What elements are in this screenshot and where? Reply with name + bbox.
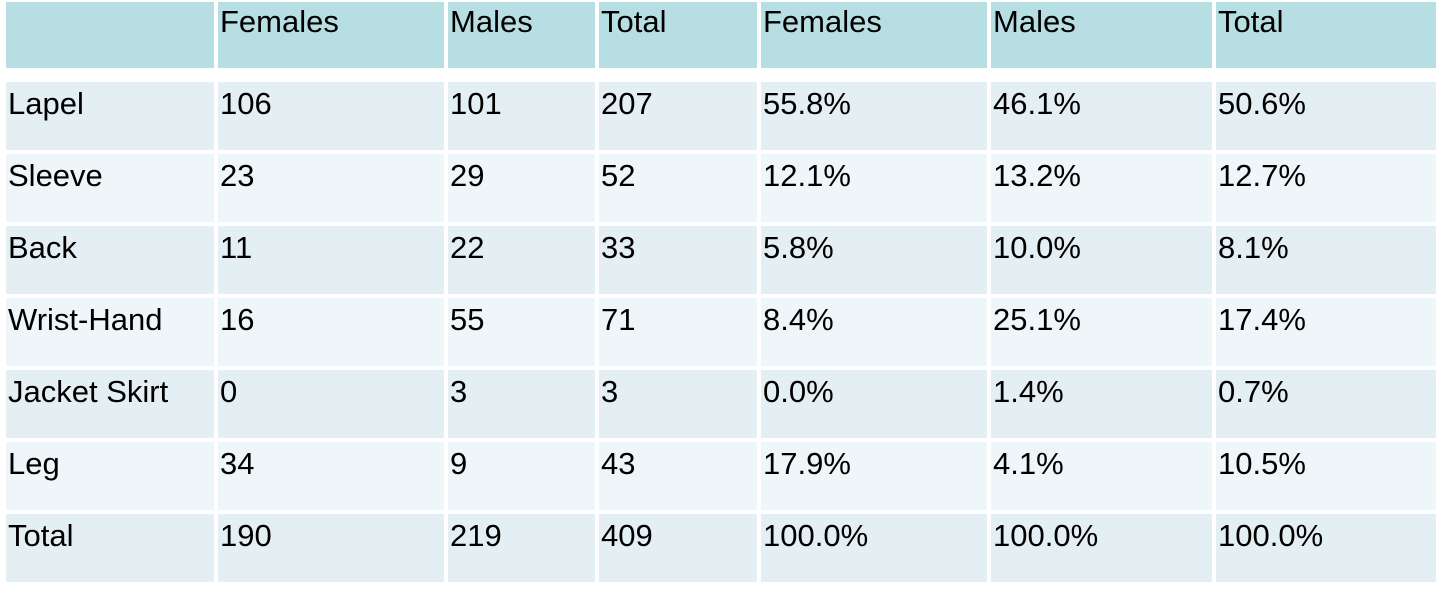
table-cell: 100.0% <box>761 514 987 582</box>
table-row: Back 11 22 33 5.8% 10.0% 8.1% <box>6 226 1436 294</box>
header-row: Females Males Total Females Males Total <box>6 2 1436 68</box>
table-cell: 3 <box>448 370 595 438</box>
header-cell-males-count: Males <box>448 2 595 68</box>
spacer-cell <box>6 72 1436 78</box>
table-cell: 23 <box>218 154 444 222</box>
table-cell: 17.9% <box>761 442 987 510</box>
row-label: Wrist-Hand <box>6 298 214 366</box>
table-cell: 52 <box>599 154 757 222</box>
header-cell-total-percent: Total <box>1216 2 1436 68</box>
row-label: Total <box>6 514 214 582</box>
table-cell: 29 <box>448 154 595 222</box>
header-spacer <box>6 72 1436 78</box>
table-cell: 207 <box>599 82 757 150</box>
table-cell: 1.4% <box>991 370 1212 438</box>
data-table-container: Females Males Total Females Males Total … <box>6 2 1440 582</box>
table-cell: 409 <box>599 514 757 582</box>
table-cell: 43 <box>599 442 757 510</box>
table-cell: 10.0% <box>991 226 1212 294</box>
header-cell-total-count: Total <box>599 2 757 68</box>
table-row: Lapel 106 101 207 55.8% 46.1% 50.6% <box>6 82 1436 150</box>
table-cell: 0.0% <box>761 370 987 438</box>
table-cell: 12.7% <box>1216 154 1436 222</box>
table-row: Jacket Skirt 0 3 3 0.0% 1.4% 0.7% <box>6 370 1436 438</box>
table-cell: 22 <box>448 226 595 294</box>
table-cell: 33 <box>599 226 757 294</box>
table-cell: 219 <box>448 514 595 582</box>
row-label: Lapel <box>6 82 214 150</box>
table-cell: 10.5% <box>1216 442 1436 510</box>
table-cell: 0.7% <box>1216 370 1436 438</box>
table-cell: 8.1% <box>1216 226 1436 294</box>
table-row: Wrist-Hand 16 55 71 8.4% 25.1% 17.4% <box>6 298 1436 366</box>
header-cell-empty <box>6 2 214 68</box>
table-cell: 5.8% <box>761 226 987 294</box>
table-row-total: Total 190 219 409 100.0% 100.0% 100.0% <box>6 514 1436 582</box>
table-cell: 25.1% <box>991 298 1212 366</box>
table-cell: 8.4% <box>761 298 987 366</box>
table-cell: 190 <box>218 514 444 582</box>
table-cell: 101 <box>448 82 595 150</box>
header-cell-females-percent: Females <box>761 2 987 68</box>
table-cell: 50.6% <box>1216 82 1436 150</box>
table-cell: 13.2% <box>991 154 1212 222</box>
table-cell: 106 <box>218 82 444 150</box>
table-cell: 0 <box>218 370 444 438</box>
table-row: Sleeve 23 29 52 12.1% 13.2% 12.7% <box>6 154 1436 222</box>
table-cell: 12.1% <box>761 154 987 222</box>
row-label: Jacket Skirt <box>6 370 214 438</box>
table-cell: 55.8% <box>761 82 987 150</box>
table-row: Leg 34 9 43 17.9% 4.1% 10.5% <box>6 442 1436 510</box>
table-cell: 34 <box>218 442 444 510</box>
table-cell: 100.0% <box>991 514 1212 582</box>
header-cell-females-count: Females <box>218 2 444 68</box>
table-cell: 17.4% <box>1216 298 1436 366</box>
table-cell: 16 <box>218 298 444 366</box>
table-cell: 4.1% <box>991 442 1212 510</box>
table-cell: 9 <box>448 442 595 510</box>
row-label: Leg <box>6 442 214 510</box>
table-cell: 71 <box>599 298 757 366</box>
header-cell-males-percent: Males <box>991 2 1212 68</box>
row-label: Sleeve <box>6 154 214 222</box>
table-cell: 46.1% <box>991 82 1212 150</box>
table-cell: 100.0% <box>1216 514 1436 582</box>
row-label: Back <box>6 226 214 294</box>
table-cell: 3 <box>599 370 757 438</box>
table-cell: 11 <box>218 226 444 294</box>
table-cell: 55 <box>448 298 595 366</box>
